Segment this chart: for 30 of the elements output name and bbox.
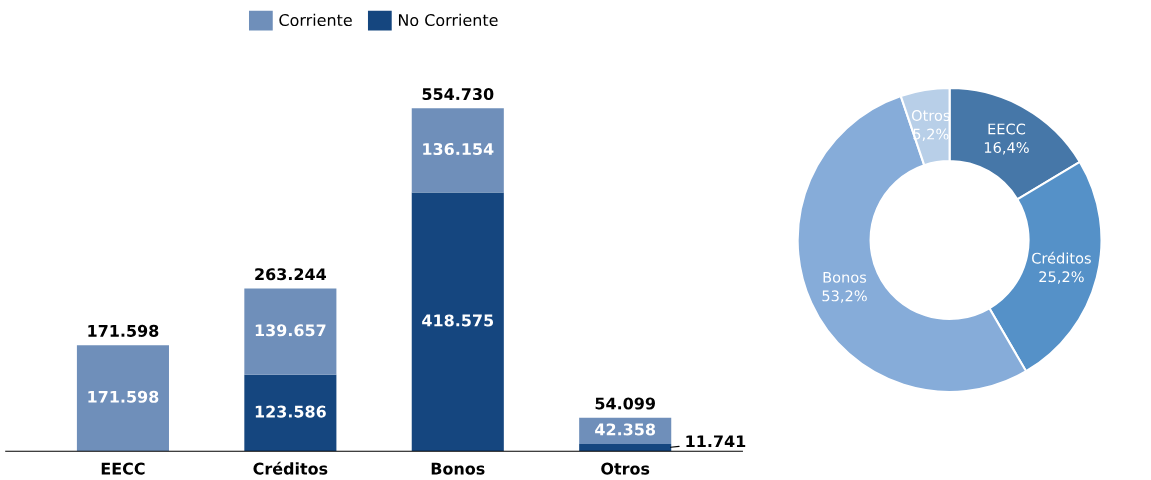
slice-label: Otros (911, 110, 950, 122)
bar (411, 108, 504, 193)
data-label: 123.586 (255, 405, 326, 418)
bar (244, 288, 337, 375)
data-label: 136.154 (423, 142, 494, 156)
data-label: 42.358 (595, 423, 656, 436)
legend-label: No Corriente (398, 13, 498, 27)
bar (579, 443, 672, 452)
data-label: 25,2% (1039, 271, 1084, 284)
data-label: 16,4% (984, 142, 1029, 155)
slice-label: Créditos (1032, 251, 1091, 264)
data-label: 171.598 (88, 390, 159, 403)
data-label: 11.741 (686, 435, 746, 448)
x-tick-label: Bonos (431, 462, 485, 475)
bar (76, 345, 169, 452)
total-label: 554.730 (422, 88, 494, 101)
data-label: 139.657 (255, 324, 326, 337)
total-label: 54.099 (595, 397, 655, 410)
total-label: 171.598 (88, 324, 159, 337)
slice-label: EECC (988, 123, 1026, 135)
slice-label: Bonos (823, 271, 867, 283)
x-tick-label: Créditos (253, 461, 328, 475)
bar (244, 374, 337, 452)
total-label: 263.244 (255, 268, 327, 281)
x-tick-label: EECC (101, 462, 145, 475)
x-tick-label: Otros (601, 462, 650, 475)
bar (411, 192, 504, 452)
data-label: 418.575 (422, 314, 494, 327)
legend-label: Corriente (279, 13, 352, 27)
data-label: 53,2% (822, 290, 867, 303)
